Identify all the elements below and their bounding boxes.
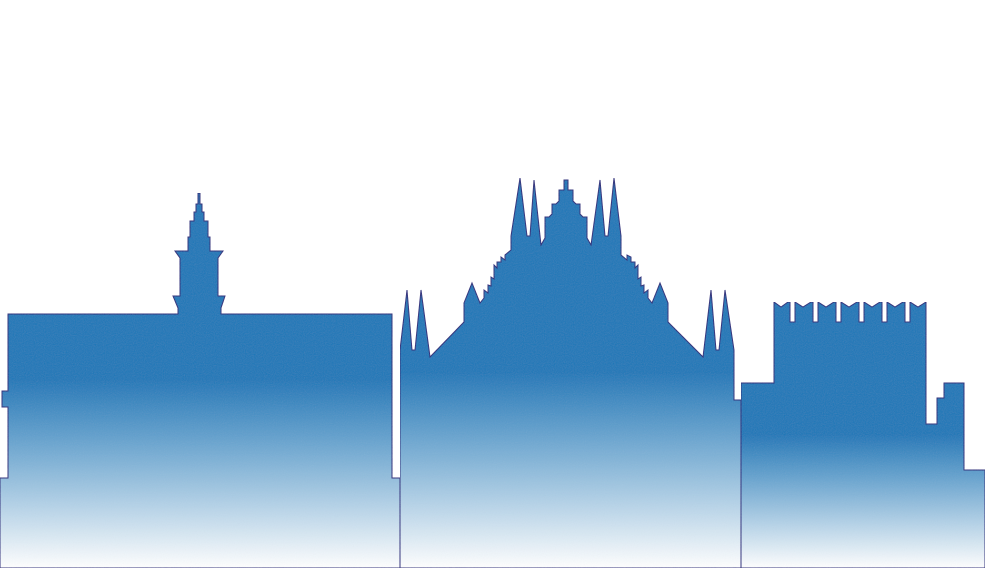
clock-tower-icon — [0, 192, 401, 569]
castle-icon — [740, 301, 985, 569]
cathedral-icon — [399, 177, 742, 569]
